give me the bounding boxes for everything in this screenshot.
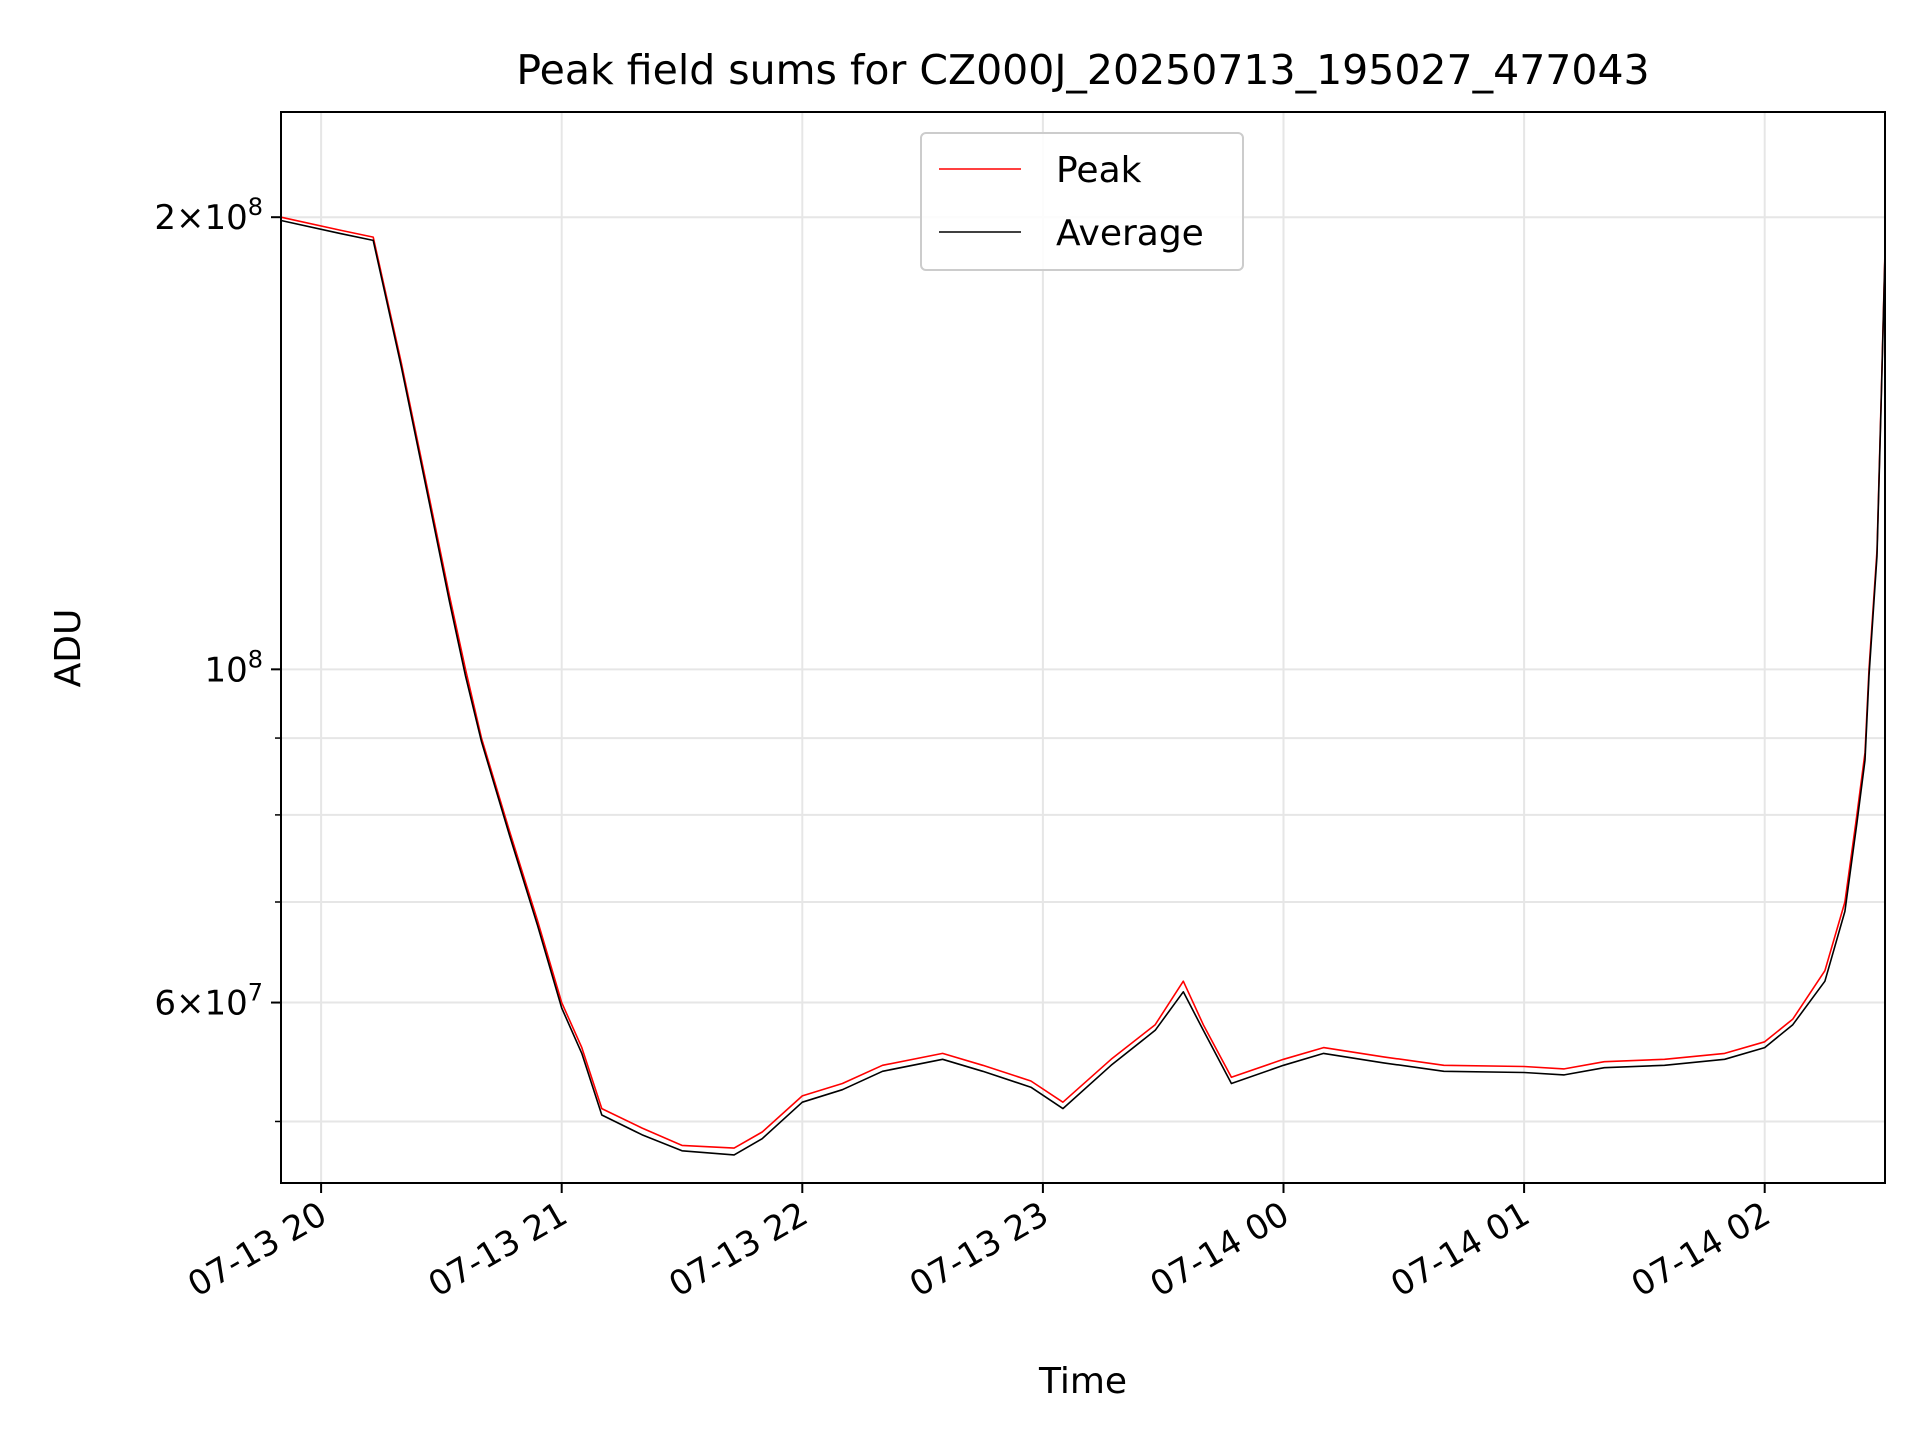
legend: Peak Average (920, 132, 1244, 271)
y-tick-label: 6×107 (154, 979, 263, 1024)
x-axis-label: Time (1038, 1361, 1127, 1402)
legend-label-peak: Peak (1056, 150, 1142, 191)
series-line-peak (280, 216, 1886, 1149)
chart-title: Peak field sums for CZ000J_20250713_1950… (516, 46, 1649, 94)
plot-frame (280, 111, 1886, 1184)
series-layer (280, 216, 1886, 1156)
legend-box (920, 132, 1244, 271)
y-tick-label: 108 (204, 645, 263, 690)
legend-label-average: Average (1056, 213, 1204, 254)
y-tick-label: 2×108 (154, 193, 263, 238)
series-line-average (280, 219, 1886, 1156)
y-axis-label: ADU (48, 609, 89, 688)
